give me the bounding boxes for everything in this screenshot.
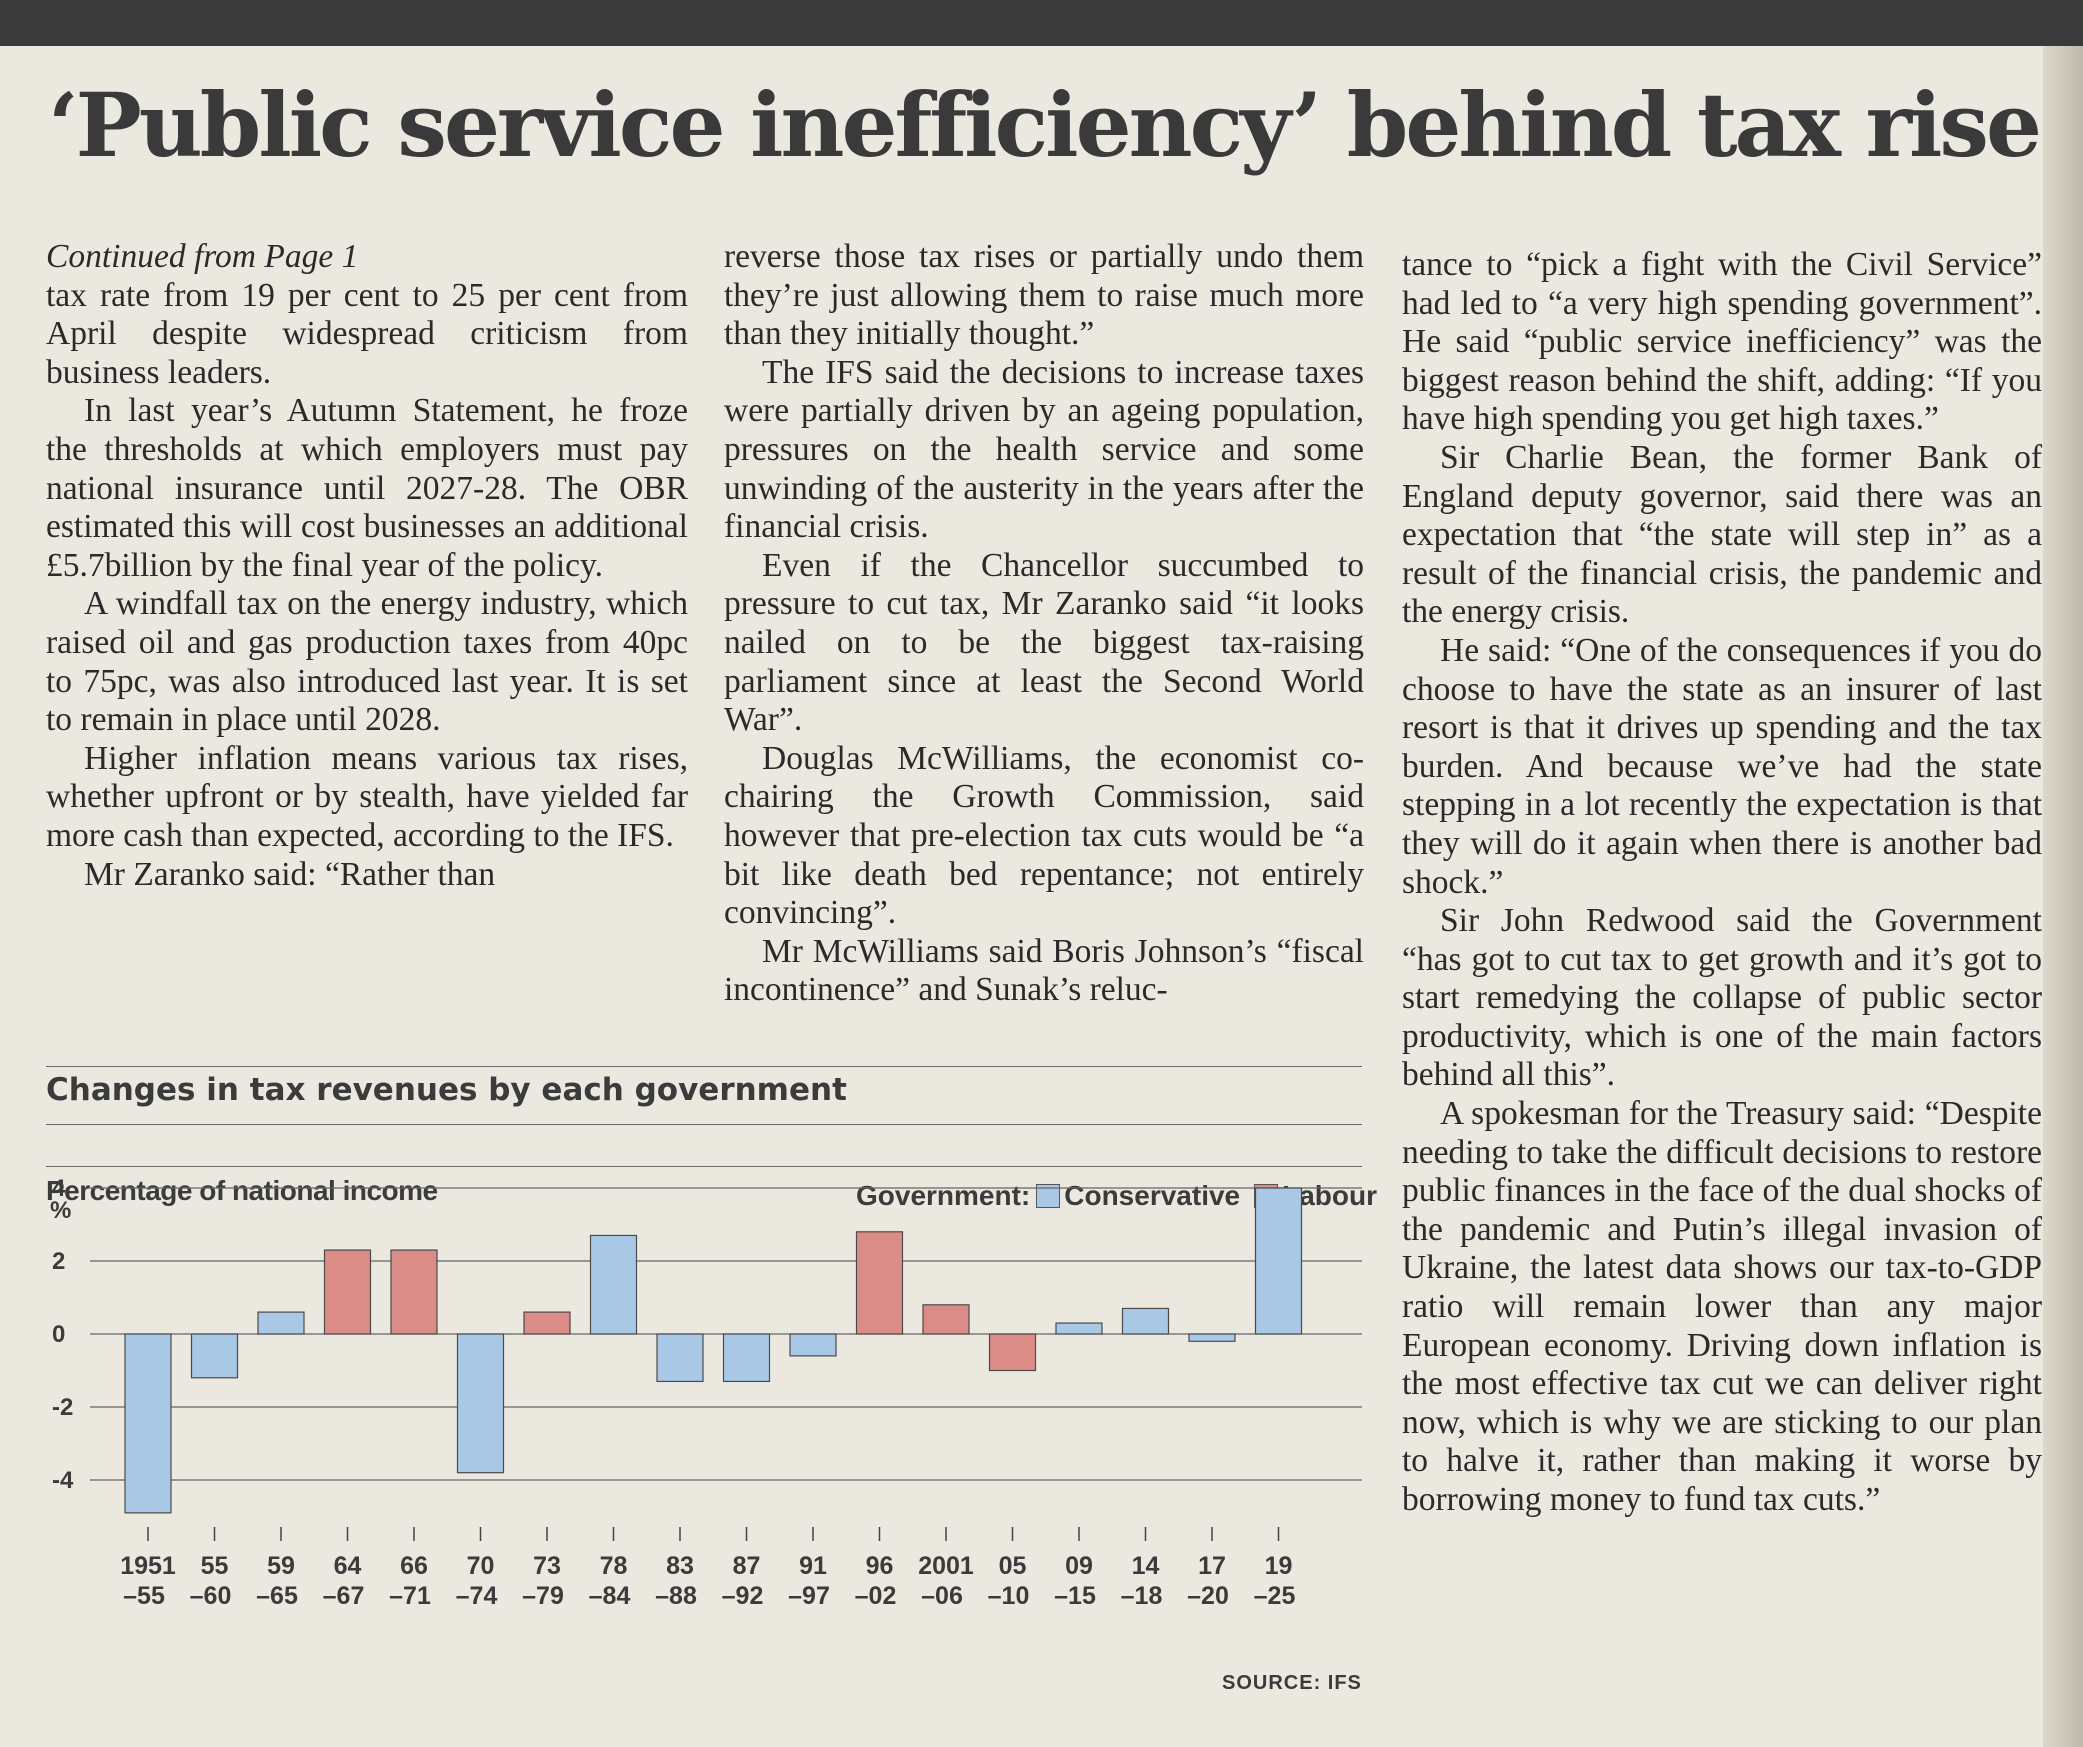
headline: ‘Public service inefficiency’ behind tax…	[48, 70, 2028, 180]
paragraph: A windfall tax on the energy industry, w…	[46, 585, 688, 739]
continued-note: Continued from Page 1	[46, 238, 688, 277]
legend-label-conservative: Conservative	[1064, 1180, 1240, 1212]
chart-subtitle-rule-2	[46, 1166, 1362, 1167]
chart-title: Changes in tax revenues by each governme…	[46, 1072, 847, 1108]
legend-swatch-labour	[1254, 1184, 1278, 1208]
legend-swatch-conservative	[1036, 1184, 1060, 1208]
paragraph: Higher inflation means various tax rises…	[46, 740, 688, 856]
chart-legend: Government: Conservative Labour	[856, 1180, 1377, 1212]
scan-top-border	[0, 0, 2083, 46]
legend-label-labour: Labour	[1282, 1180, 1377, 1212]
legend-title: Government:	[856, 1180, 1030, 1212]
chart-subtitle-rule	[46, 1124, 1362, 1125]
scan-right-edge	[2043, 46, 2083, 1747]
paragraph: Mr Zaranko said: “Rather than	[46, 856, 688, 895]
paragraph: reverse those tax rises or partially und…	[724, 238, 1364, 354]
paragraph: He said: “One of the consequences if you…	[1402, 632, 2042, 902]
paragraph: tax rate from 19 per cent to 25 per cent…	[46, 277, 688, 393]
article-column-1: Continued from Page 1 tax rate from 19 p…	[46, 238, 688, 894]
paragraph: Sir Charlie Bean, the former Bank of Eng…	[1402, 439, 2042, 632]
paragraph: Even if the Chancellor succumbed to pres…	[724, 547, 1364, 740]
paragraph: tance to “pick a fight with the Civil Se…	[1402, 246, 2042, 439]
chart-top-rule	[46, 1066, 1362, 1067]
paragraph: A spokesman for the Treasury said: “Desp…	[1402, 1095, 2042, 1520]
article-column-2: reverse those tax rises or partially und…	[724, 238, 1364, 1010]
article-column-3: tance to “pick a fight with the Civil Se…	[1402, 246, 2042, 1520]
paragraph: In last year’s Autumn Statement, he froz…	[46, 392, 688, 585]
y-axis-label: Percentage of national income	[46, 1175, 438, 1207]
paragraph: Mr McWilliams said Boris Johnson’s “fisc…	[724, 933, 1364, 1010]
paragraph: Douglas McWilliams, the economist co-cha…	[724, 740, 1364, 933]
paragraph: The IFS said the decisions to increase t…	[724, 354, 1364, 547]
paragraph: Sir John Redwood said the Government “ha…	[1402, 902, 2042, 1095]
chart-source: SOURCE: IFS	[1222, 1672, 1362, 1695]
